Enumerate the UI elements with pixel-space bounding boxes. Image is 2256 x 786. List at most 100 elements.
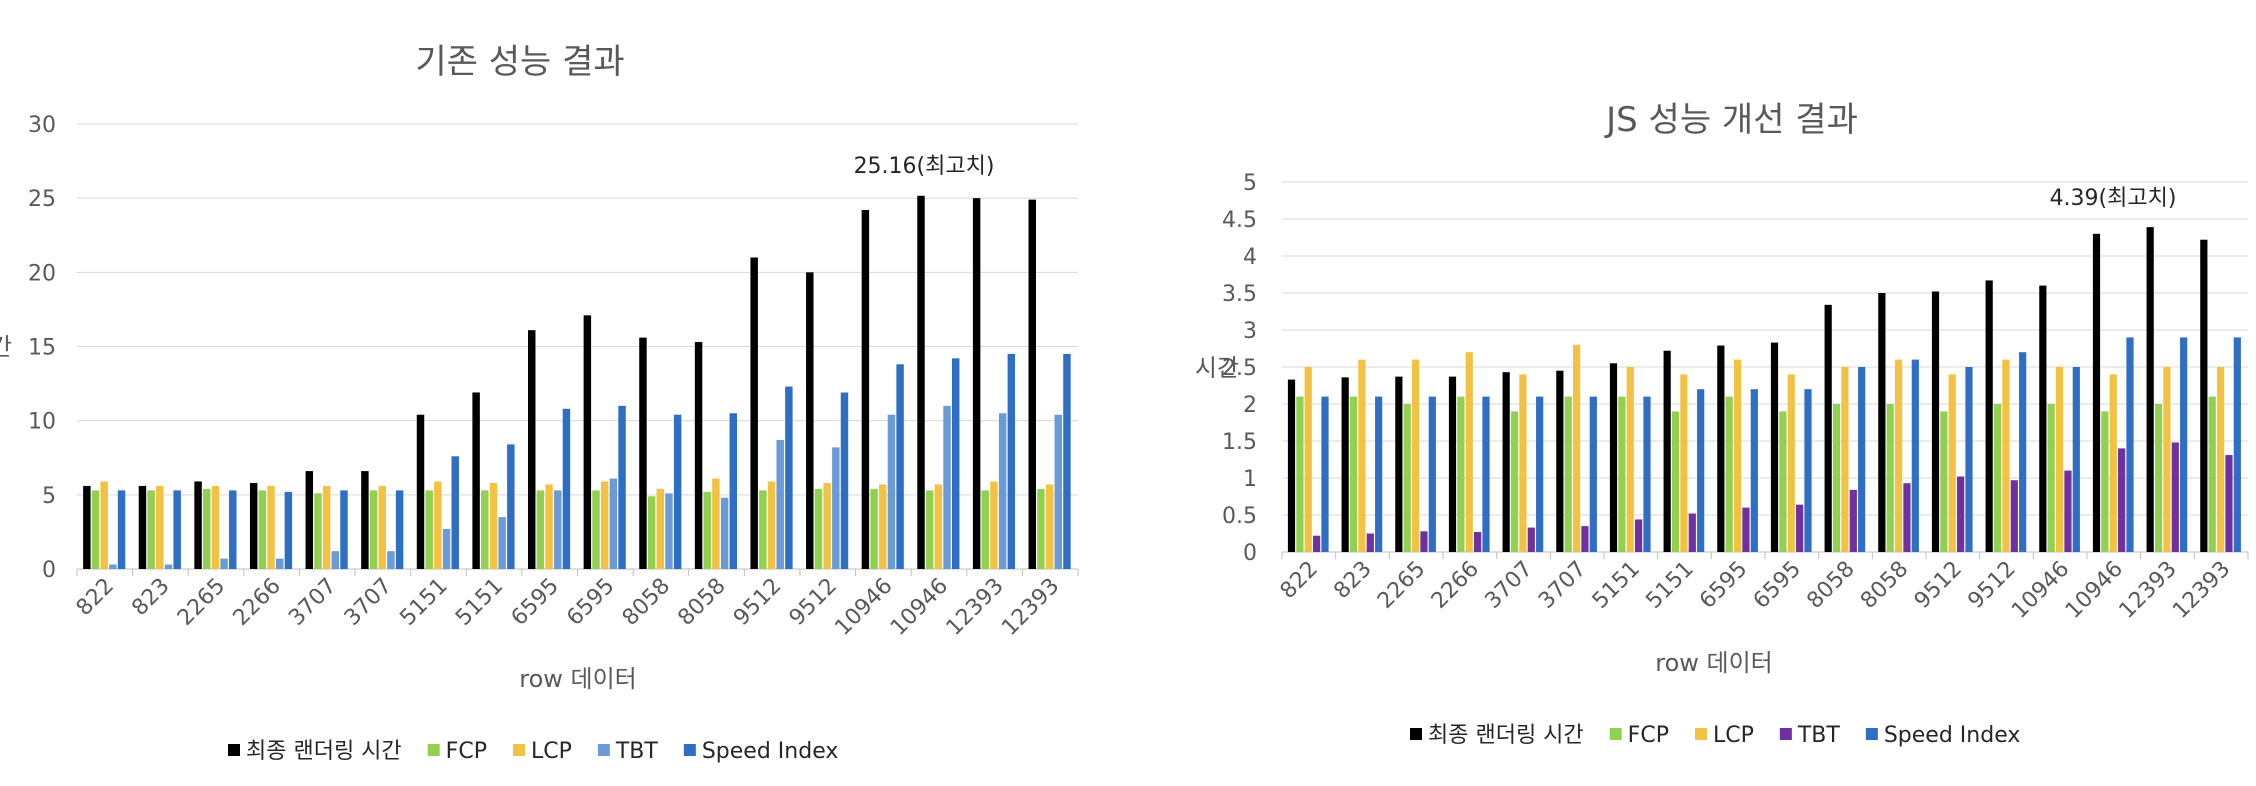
bar: [2109, 374, 2117, 552]
bar: [1671, 411, 1680, 552]
bar: [1296, 396, 1304, 552]
bar: [2101, 411, 2109, 552]
y-tick-label: 2: [1243, 393, 1257, 418]
bar: [2039, 285, 2047, 552]
bar: [83, 485, 91, 569]
legend-label: 최종 랜더링 시간: [246, 739, 402, 764]
x-tick-label: 2265: [173, 574, 230, 631]
bar: [1832, 404, 1841, 552]
x-tick-label: 12393: [942, 574, 1009, 641]
x-tick-label: 822: [72, 574, 119, 621]
y-tick-label: 1.5: [1222, 430, 1257, 455]
bar: [1750, 389, 1758, 552]
x-tick-label: 12393: [997, 574, 1064, 641]
x-tick-label: 5151: [1641, 557, 1698, 614]
y-tick-label: 0: [42, 558, 56, 583]
y-tick-label: 2.5: [1222, 356, 1257, 381]
bar: [275, 558, 284, 569]
bar: [156, 485, 164, 569]
bar: [554, 490, 562, 569]
legend-swatch: [512, 744, 525, 756]
bar: [1589, 396, 1597, 552]
bar: [2225, 455, 2233, 552]
bar: [1965, 367, 1973, 552]
x-tick-label: 3707: [1480, 557, 1537, 614]
series-0: [1287, 227, 2208, 553]
x-tick-label: 10946: [886, 574, 953, 641]
y-tick-label: 3.5: [1222, 282, 1257, 307]
bar: [1903, 483, 1911, 552]
bar: [712, 478, 720, 569]
chart-title: 기존 성능 결과: [415, 42, 624, 82]
x-tick-label: 8058: [673, 574, 730, 631]
bar: [378, 485, 386, 569]
bar: [2171, 442, 2179, 552]
bar: [1878, 293, 1886, 552]
y-tick-label: 4: [1243, 245, 1257, 270]
bar: [647, 496, 656, 569]
x-tick-label: 2265: [1373, 557, 1430, 614]
bar: [249, 482, 258, 569]
bar: [1037, 488, 1045, 569]
bar: [267, 485, 275, 569]
bar: [750, 257, 758, 569]
bar: [823, 482, 831, 569]
legend-label: TBT: [615, 739, 659, 764]
bar: [618, 405, 626, 569]
bar: [1063, 353, 1071, 569]
bar: [528, 330, 536, 569]
y-tick-label: 30: [28, 113, 56, 138]
bar: [91, 490, 100, 569]
bar: [100, 481, 108, 569]
legend: 최종 랜더링 시간 FCP LCP TBT Speed Index: [1410, 723, 2020, 748]
x-tick-label: 6595: [1695, 557, 1752, 614]
bar: [879, 484, 887, 569]
bar: [314, 493, 322, 569]
bar: [211, 485, 220, 569]
bar: [1007, 353, 1016, 569]
bar: [1482, 396, 1490, 552]
bar: [1626, 367, 1634, 552]
bar: [934, 484, 943, 569]
bar: [425, 490, 433, 569]
bar: [767, 481, 776, 569]
bar: [164, 564, 173, 569]
y-tick-label: 15: [28, 336, 56, 361]
bar: [1457, 396, 1465, 552]
legend-swatch: [683, 744, 696, 756]
bar: [2163, 367, 2171, 552]
bar: [194, 481, 202, 569]
bar: [489, 482, 498, 569]
bar: [861, 210, 870, 569]
legend-label: Speed Index: [702, 739, 839, 764]
bar: [1321, 396, 1329, 552]
max-annotation: 4.39(최고치): [2050, 186, 2177, 211]
bar: [2002, 359, 2010, 552]
bar: [2047, 404, 2055, 552]
bar: [340, 490, 348, 569]
series-4: [117, 353, 1071, 569]
bar: [2126, 337, 2134, 552]
x-tick-label: 823: [1329, 557, 1376, 604]
bar: [1858, 367, 1866, 552]
bar: [2092, 233, 2101, 553]
bar: [284, 491, 293, 569]
bar: [1519, 374, 1527, 552]
bar: [1804, 389, 1812, 552]
bar: [498, 517, 506, 569]
bar: [1911, 359, 1919, 552]
legend-label: TBT: [1797, 723, 1841, 748]
series-3: [109, 405, 1062, 569]
bar: [1564, 396, 1572, 552]
bar: [1680, 374, 1688, 552]
legend-swatch: [228, 744, 240, 756]
bar: [562, 408, 571, 569]
legend-label: 최종 랜더링 시간: [1428, 723, 1584, 748]
bar: [416, 414, 425, 569]
x-tick-label: 8058: [618, 574, 675, 631]
chart-title: JS 성능 개선 결과: [1604, 100, 1858, 140]
x-tick-label: 10946: [2061, 557, 2128, 624]
bar: [173, 490, 181, 569]
legend-label: LCP: [531, 739, 572, 764]
